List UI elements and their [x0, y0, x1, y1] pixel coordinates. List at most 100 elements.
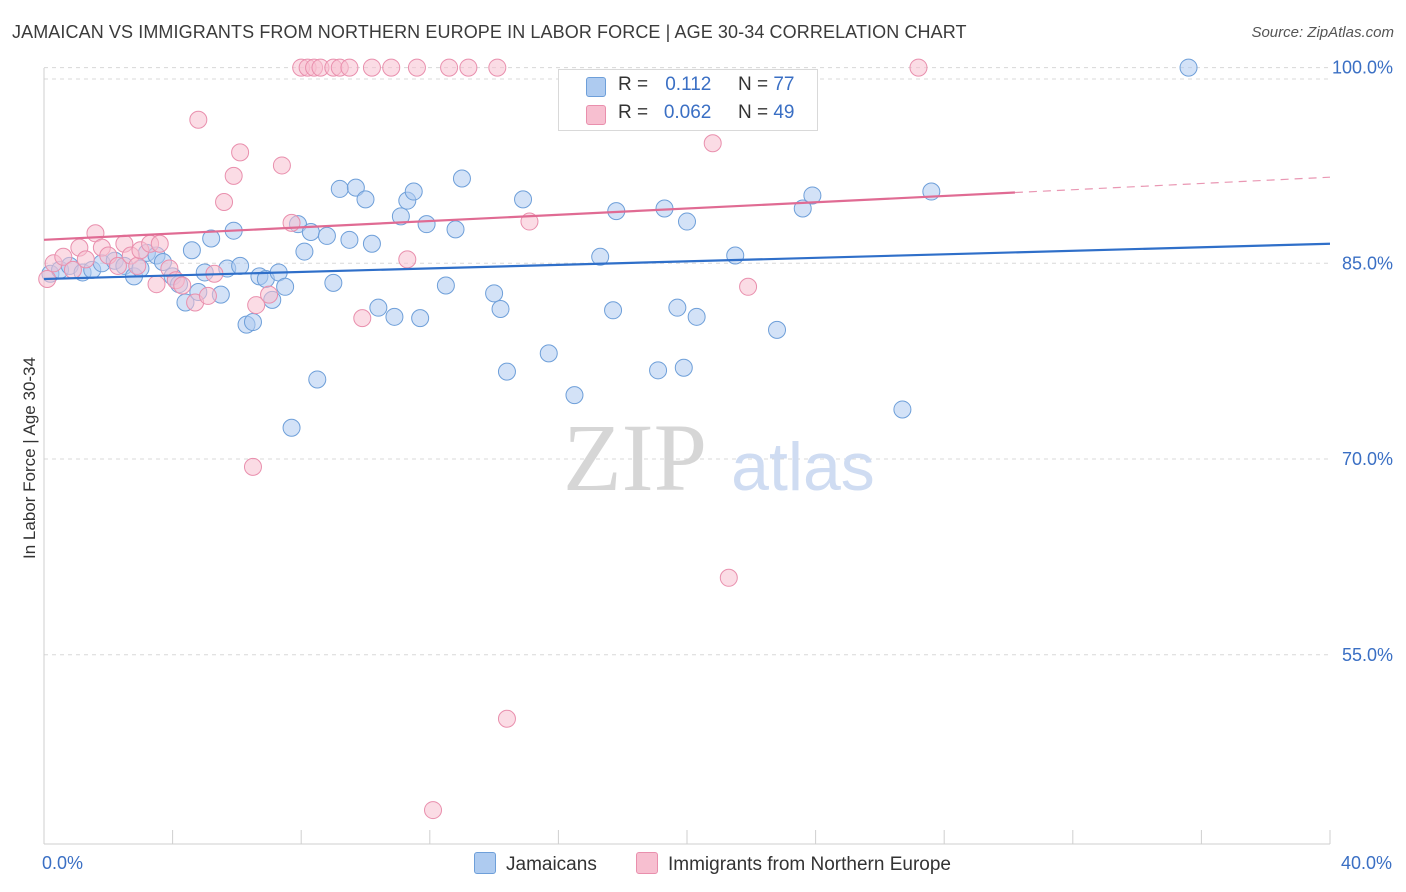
y-tick-label: 70.0% — [1342, 449, 1393, 469]
data-point — [198, 286, 217, 305]
chart-title: JAMAICAN VS IMMIGRANTS FROM NORTHERN EUR… — [12, 22, 967, 42]
data-point — [893, 400, 912, 419]
data-point — [424, 801, 443, 820]
data-point — [202, 229, 221, 248]
n-value: 49 — [773, 102, 795, 123]
data-point — [440, 58, 459, 77]
data-point — [398, 250, 417, 269]
data-point — [674, 358, 693, 377]
data-point — [687, 307, 706, 326]
data-point — [488, 58, 507, 77]
data-point — [1179, 58, 1198, 77]
data-point — [497, 709, 516, 728]
watermark-zip: ZIP — [563, 404, 707, 511]
data-point — [295, 242, 314, 261]
legend-label: Jamaicans — [506, 854, 597, 875]
data-point — [340, 230, 359, 249]
data-point — [182, 241, 201, 260]
n-value: 77 — [773, 74, 795, 95]
watermark: ZIP atlas — [563, 404, 875, 511]
y-tick-label: 55.0% — [1342, 645, 1393, 665]
data-point — [189, 110, 208, 129]
data-point — [591, 247, 610, 266]
data-point — [340, 58, 359, 77]
data-point — [243, 313, 262, 332]
data-point — [514, 190, 533, 209]
data-point — [173, 276, 192, 295]
data-point — [485, 284, 504, 303]
data-point — [407, 58, 426, 77]
y-tick-labels: 100.0% 85.0% 70.0% 55.0% — [1332, 58, 1393, 665]
data-point — [404, 182, 423, 201]
data-point — [491, 299, 510, 318]
data-point — [739, 277, 758, 296]
data-point — [231, 256, 250, 275]
trend-line-solid — [43, 191, 1015, 241]
axes-layer — [43, 68, 1331, 845]
data-point — [54, 247, 73, 266]
r-label: R = — [618, 74, 654, 95]
source-credit: Source: ZipAtlas.com — [1251, 24, 1394, 41]
data-point — [231, 143, 250, 162]
data-point — [497, 362, 516, 381]
data-point — [768, 320, 787, 339]
watermark-atlas: atlas — [731, 429, 875, 505]
r-label: R = — [618, 102, 654, 123]
y-axis-label: In Labor Force | Age 30-34 — [20, 357, 39, 559]
data-point — [272, 156, 291, 175]
data-point — [604, 301, 623, 320]
data-point — [909, 58, 928, 77]
data-point — [391, 207, 410, 226]
blue-swatch — [586, 77, 606, 97]
data-point — [719, 568, 738, 587]
data-point — [108, 256, 127, 275]
r-value: 0.112 — [665, 74, 712, 95]
data-point — [417, 215, 436, 234]
data-point — [317, 226, 336, 245]
data-point — [324, 273, 343, 292]
pink-swatch — [636, 852, 658, 874]
x-tick-right: 40.0% — [1340, 853, 1392, 873]
data-point — [247, 296, 266, 315]
data-point — [215, 192, 234, 211]
data-point — [276, 277, 295, 296]
data-point — [382, 58, 401, 77]
data-point — [308, 370, 327, 389]
data-point — [793, 199, 812, 218]
legend-item-jamaicans: Jamaicans — [474, 852, 597, 876]
data-point — [726, 246, 745, 265]
blue-swatch — [474, 852, 496, 874]
data-point — [150, 234, 169, 253]
legend-item-northern-europe: Immigrants from Northern Europe — [636, 852, 951, 876]
legend-label: Immigrants from Northern Europe — [668, 854, 951, 875]
y-tick-label: 85.0% — [1342, 253, 1393, 273]
data-point — [446, 220, 465, 239]
data-point — [243, 457, 262, 476]
data-point — [353, 309, 372, 328]
r-value: 0.062 — [663, 102, 712, 123]
n-label: N = — [737, 74, 774, 95]
trend-line-dashed — [1014, 176, 1331, 194]
data-point — [369, 298, 388, 317]
trend-line-solid — [43, 242, 1331, 281]
y-tick-label: 100.0% — [1332, 58, 1393, 78]
data-point — [224, 166, 243, 185]
stats-legend: R = 0.112 N = 77 R = 0.062 N = 49 — [558, 69, 818, 131]
data-point — [678, 212, 696, 231]
data-point — [452, 169, 471, 188]
data-point — [128, 256, 147, 275]
data-point — [411, 309, 430, 328]
data-point — [76, 250, 95, 269]
n-label: N = — [737, 102, 774, 123]
data-point — [356, 190, 375, 209]
data-point — [147, 275, 166, 294]
data-point — [346, 178, 365, 197]
data-point — [362, 234, 381, 253]
data-point — [668, 298, 687, 317]
data-point — [539, 344, 558, 363]
data-point — [282, 418, 301, 437]
data-point — [649, 361, 668, 380]
pink-swatch — [586, 105, 606, 125]
data-point — [803, 186, 822, 205]
